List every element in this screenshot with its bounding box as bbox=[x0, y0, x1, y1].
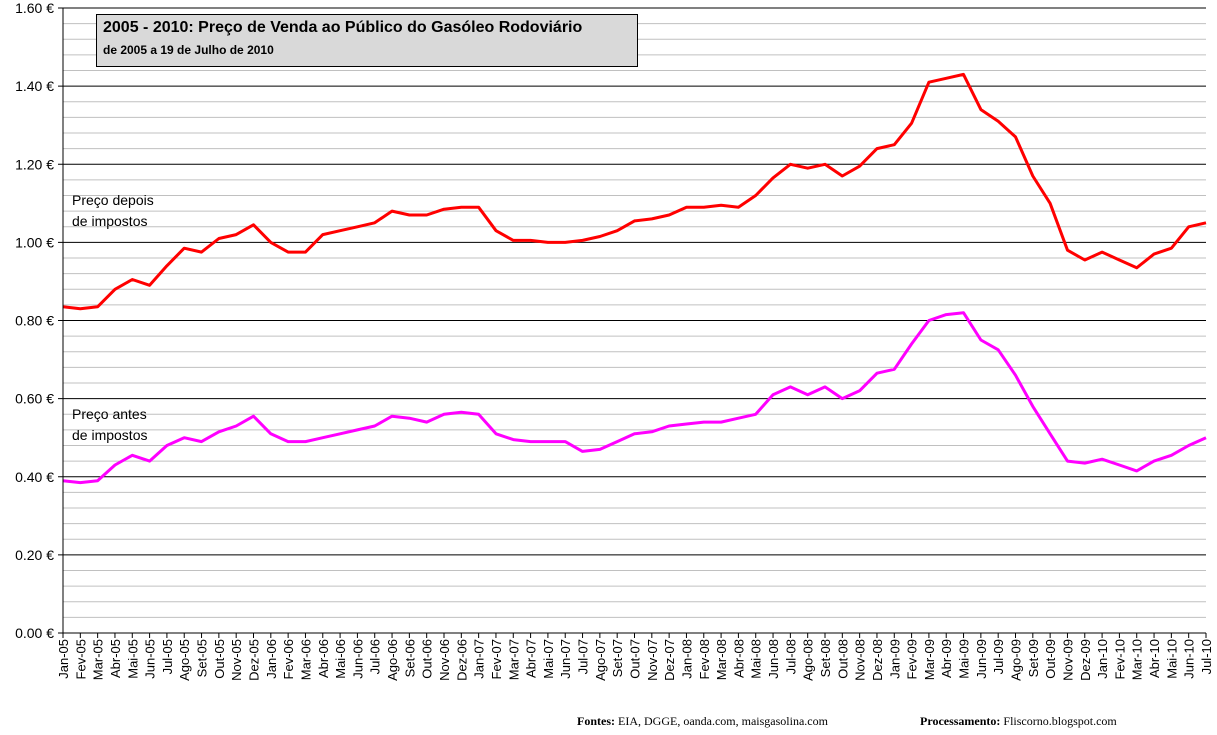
sources-label: Fontes: bbox=[577, 714, 615, 728]
x-tick-label: Ago-08 bbox=[801, 639, 816, 681]
x-tick-label: Out-05 bbox=[212, 639, 227, 679]
x-tick-label: Nov-07 bbox=[645, 639, 660, 681]
x-tick-label: Dez-05 bbox=[247, 639, 262, 681]
annotation-before-tax-line1: Preço antes bbox=[72, 406, 147, 422]
processing-label: Processamento: bbox=[920, 714, 1001, 728]
x-tick-label: Fev-06 bbox=[281, 639, 296, 679]
x-tick-label: Jun-07 bbox=[558, 639, 573, 679]
x-tick-label: Set-05 bbox=[195, 639, 210, 677]
x-tick-label: Dez-06 bbox=[454, 639, 469, 681]
x-tick-label: Dez-08 bbox=[870, 639, 885, 681]
x-tick-label: Mar-05 bbox=[91, 639, 106, 680]
x-tick-label: Set-07 bbox=[610, 639, 625, 677]
x-tick-label: Fev-10 bbox=[1112, 639, 1127, 679]
x-tick-label: Set-08 bbox=[818, 639, 833, 677]
x-axis-tick-labels: Jan-05 Fev-05 Mar-05 Abr-05 Mai-05 Jun-05 Jul-… bbox=[56, 633, 1214, 681]
x-tick-label: Jun-08 bbox=[766, 639, 781, 679]
x-tick-label: Jan-07 bbox=[472, 639, 487, 679]
x-tick-label: Jan-10 bbox=[1095, 639, 1110, 679]
axes bbox=[62, 8, 1206, 634]
y-tick-label: 1.60 € bbox=[15, 0, 54, 16]
x-tick-label: Dez-09 bbox=[1078, 639, 1093, 681]
processing-text: Fliscorno.blogspot.com bbox=[1003, 714, 1117, 728]
x-tick-label: Out-07 bbox=[628, 639, 643, 679]
x-tick-label: Out-09 bbox=[1043, 639, 1058, 679]
series-lines bbox=[62, 72, 1207, 485]
x-tick-label: Out-08 bbox=[835, 639, 850, 679]
x-tick-label: Nov-05 bbox=[229, 639, 244, 681]
after-tax-price-line bbox=[62, 72, 1207, 311]
x-tick-label: Nov-06 bbox=[437, 639, 452, 681]
y-tick-label: 0.60 € bbox=[15, 391, 54, 407]
annotation-after-tax-line1: Preço depois bbox=[72, 192, 154, 208]
x-tick-label: Jun-05 bbox=[143, 639, 158, 679]
x-tick-label: Mar-10 bbox=[1130, 639, 1145, 680]
x-tick-label: Jul-10 bbox=[1199, 639, 1214, 674]
annotation-before-tax-line2: de impostos bbox=[72, 427, 147, 443]
before-tax-price-line bbox=[62, 311, 1207, 485]
x-tick-label: Jun-09 bbox=[974, 639, 989, 679]
x-tick-label: Mar-07 bbox=[506, 639, 521, 680]
x-tick-label: Mai-05 bbox=[125, 639, 140, 679]
y-axis-tick-labels: 0.00 € 0.20 € 0.40 € 0.60 € 0.80 € 1.00 € 1.20… bbox=[15, 0, 54, 641]
x-tick-label: Fev-05 bbox=[73, 639, 88, 679]
x-tick-label: Mar-09 bbox=[922, 639, 937, 680]
x-tick-label: Abr-08 bbox=[731, 639, 746, 678]
x-tick-label: Ago-06 bbox=[385, 639, 400, 681]
x-tick-label: Mai-09 bbox=[957, 639, 972, 679]
chart-subtitle: de 2005 a 19 de Julho de 2010 bbox=[103, 43, 274, 57]
chart-title: 2005 - 2010: Preço de Venda ao Público d… bbox=[103, 19, 583, 36]
y-tick-label: 0.20 € bbox=[15, 547, 54, 563]
processing-credit: Processamento: Fliscorno.blogspot.com bbox=[920, 714, 1117, 729]
x-tick-label: Mai-07 bbox=[541, 639, 556, 679]
x-tick-label: Jan-08 bbox=[679, 639, 694, 679]
chart-title-box: 2005 - 2010: Preço de Venda ao Público d… bbox=[96, 14, 638, 67]
x-tick-label: Jan-06 bbox=[264, 639, 279, 679]
sources-text: EIA, DGGE, oanda.com, maisgasolina.com bbox=[618, 714, 828, 728]
x-tick-label: Ago-09 bbox=[1009, 639, 1024, 681]
x-tick-label: Jun-10 bbox=[1182, 639, 1197, 679]
x-tick-label: Jul-08 bbox=[783, 639, 798, 674]
series-annotations: Preço depois de impostos Preço antes de … bbox=[72, 192, 154, 443]
x-tick-label: Dez-07 bbox=[662, 639, 677, 681]
x-tick-label: Jul-05 bbox=[160, 639, 175, 674]
x-tick-label: Set-06 bbox=[402, 639, 417, 677]
x-tick-label: Abr-05 bbox=[108, 639, 123, 678]
x-tick-label: Mai-06 bbox=[333, 639, 348, 679]
x-tick-label: Abr-06 bbox=[316, 639, 331, 678]
y-tick-label: 1.00 € bbox=[15, 234, 54, 250]
x-tick-label: Jul-07 bbox=[576, 639, 591, 674]
x-tick-label: Jun-06 bbox=[350, 639, 365, 679]
x-tick-label: Mai-08 bbox=[749, 639, 764, 679]
x-tick-label: Fev-09 bbox=[905, 639, 920, 679]
x-tick-label: Ago-07 bbox=[593, 639, 608, 681]
x-tick-label: Nov-09 bbox=[1060, 639, 1075, 681]
y-tick-label: 0.40 € bbox=[15, 469, 54, 485]
x-tick-label: Nov-08 bbox=[853, 639, 868, 681]
x-tick-label: Jul-09 bbox=[991, 639, 1006, 674]
x-tick-label: Out-06 bbox=[420, 639, 435, 679]
y-tick-label: 1.40 € bbox=[15, 78, 54, 94]
annotation-after-tax-line2: de impostos bbox=[72, 213, 147, 229]
x-tick-label: Fev-07 bbox=[489, 639, 504, 679]
x-tick-label: Jan-05 bbox=[56, 639, 71, 679]
x-tick-label: Abr-07 bbox=[524, 639, 539, 678]
x-tick-label: Jan-09 bbox=[887, 639, 902, 679]
y-tick-label: 1.20 € bbox=[15, 156, 54, 172]
x-tick-label: Jul-06 bbox=[368, 639, 383, 674]
x-tick-label: Mar-06 bbox=[298, 639, 313, 680]
x-tick-label: Mai-10 bbox=[1164, 639, 1179, 679]
x-tick-label: Fev-08 bbox=[697, 639, 712, 679]
x-tick-label: Abr-10 bbox=[1147, 639, 1162, 678]
x-tick-label: Abr-09 bbox=[939, 639, 954, 678]
sources-credit: Fontes: EIA, DGGE, oanda.com, maisgasoli… bbox=[577, 714, 828, 729]
y-tick-label: 0.00 € bbox=[15, 625, 54, 641]
minor-gridlines bbox=[63, 23, 1206, 618]
y-tick-label: 0.80 € bbox=[15, 313, 54, 329]
x-tick-label: Ago-05 bbox=[177, 639, 192, 681]
x-tick-label: Mar-08 bbox=[714, 639, 729, 680]
x-tick-label: Set-09 bbox=[1026, 639, 1041, 677]
